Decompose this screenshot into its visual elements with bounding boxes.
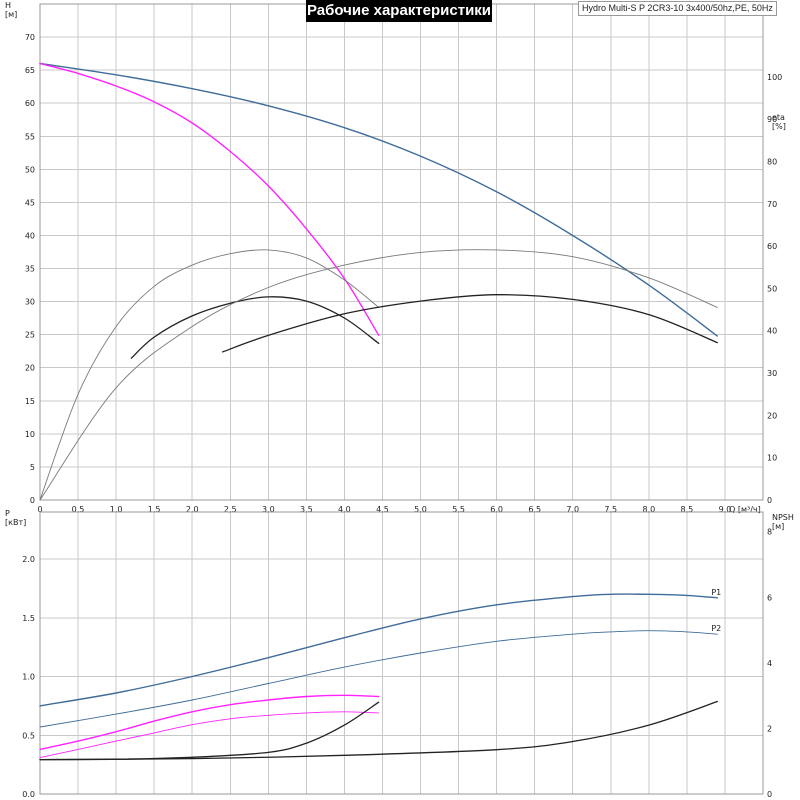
y-axis-label: P <box>5 509 10 518</box>
series-label: P1 <box>711 588 721 597</box>
x-tick-label: 3,0 <box>262 505 275 514</box>
y-tick-label: 55 <box>25 132 35 141</box>
x-tick-label: 6,5 <box>528 505 541 514</box>
y2-axis-label: [м] <box>772 522 784 531</box>
y-tick-label: 20 <box>25 364 35 373</box>
x-tick-label: 7,0 <box>566 505 579 514</box>
x-tick-label: 7,5 <box>604 505 617 514</box>
y2-tick-label: 0 <box>767 790 772 799</box>
y-tick-label: 0.0 <box>22 790 35 799</box>
y2-tick-label: 8 <box>767 528 772 537</box>
y2-tick-label: 20 <box>767 411 777 420</box>
y-axis-label: [м] <box>5 10 17 19</box>
y2-axis-label: eta <box>772 113 785 122</box>
x-tick-label: 8,5 <box>681 505 694 514</box>
y-axis-label: [кВт] <box>5 518 26 527</box>
y-tick-label: 1.0 <box>22 673 35 682</box>
series-line <box>39 701 380 761</box>
plot-frame <box>39 511 764 795</box>
y2-tick-label: 10 <box>767 454 777 463</box>
x-tick-label: 4,5 <box>376 505 389 514</box>
y-tick-label: 1.5 <box>22 614 35 623</box>
y2-axis-label: NPSH <box>772 513 794 522</box>
y-tick-label: 70 <box>25 33 35 42</box>
chart-title: Рабочие характеристики <box>306 0 492 22</box>
y2-tick-label: 30 <box>767 369 777 378</box>
series-line <box>39 630 718 728</box>
series-line <box>39 62 718 337</box>
series-line <box>39 62 380 336</box>
x-tick-label: 8,0 <box>642 505 655 514</box>
y-tick-label: 65 <box>25 66 35 75</box>
series-line <box>39 593 718 707</box>
x-axis-label: Q [м³/ч] <box>729 505 761 514</box>
y2-axis-label: [%] <box>772 122 786 131</box>
x-tick-label: 4,0 <box>338 505 351 514</box>
y-tick-label: 60 <box>25 99 35 108</box>
x-tick-label: 9,0 <box>719 505 732 514</box>
x-tick-label: 2,0 <box>186 505 199 514</box>
y2-tick-label: 100 <box>767 73 782 82</box>
y2-tick-label: 50 <box>767 284 777 293</box>
y-tick-label: 40 <box>25 231 35 240</box>
series-line <box>39 700 718 761</box>
x-tick-label: 5,5 <box>452 505 465 514</box>
series-line <box>39 711 380 759</box>
y-axis-label: H <box>5 1 11 10</box>
y2-tick-label: 70 <box>767 200 777 209</box>
x-tick-label: 6,0 <box>490 505 503 514</box>
y-tick-label: 25 <box>25 331 35 340</box>
y-tick-label: 5 <box>30 463 35 472</box>
y-tick-label: 0.5 <box>22 731 35 740</box>
series-line <box>39 249 718 501</box>
y-tick-label: 50 <box>25 165 35 174</box>
x-tick-label: 1,0 <box>110 505 123 514</box>
y2-tick-label: 60 <box>767 242 777 251</box>
x-tick-label: 3,5 <box>300 505 313 514</box>
x-tick-label: 0 <box>37 505 42 514</box>
series-label: P2 <box>711 624 721 633</box>
chart-subtitle: Hydro Multi-S P 2CR3-10 3x400/50hz,PE, 5… <box>578 1 777 16</box>
series-line <box>39 694 380 751</box>
y-tick-label: 10 <box>25 430 35 439</box>
y2-tick-label: 2 <box>767 724 772 733</box>
y2-tick-label: 4 <box>767 659 772 668</box>
y2-tick-label: 90 <box>767 115 777 124</box>
y2-tick-label: 80 <box>767 157 777 166</box>
x-tick-label: 0,5 <box>72 505 85 514</box>
x-tick-label: 5,0 <box>414 505 427 514</box>
y-tick-label: 0 <box>30 496 35 505</box>
y-tick-label: 15 <box>25 397 35 406</box>
y-tick-label: 2.0 <box>22 555 35 564</box>
series-line <box>130 296 380 359</box>
y2-tick-label: 40 <box>767 327 777 336</box>
series-line <box>39 249 380 501</box>
plot-frame <box>39 3 764 501</box>
y-tick-label: 45 <box>25 198 35 207</box>
x-tick-label: 1,5 <box>148 505 161 514</box>
x-tick-label: 2,5 <box>224 505 237 514</box>
y2-tick-label: 0 <box>767 496 772 505</box>
y-tick-label: 30 <box>25 298 35 307</box>
y2-tick-label: 6 <box>767 593 772 602</box>
y-tick-label: 35 <box>25 265 35 274</box>
series-line <box>222 294 718 353</box>
